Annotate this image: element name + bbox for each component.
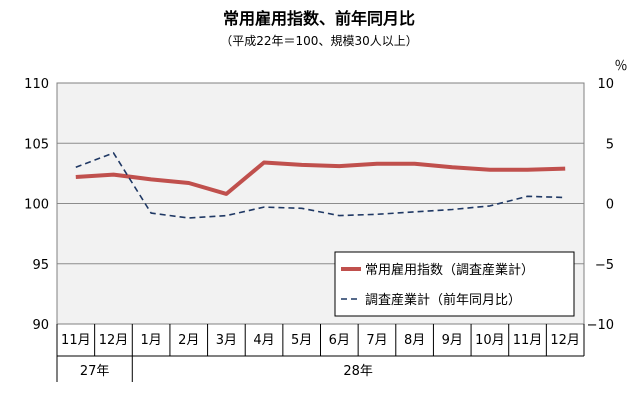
category-label: 5月 — [291, 333, 312, 348]
category-label: 11月 — [61, 333, 91, 348]
legend-label: 常用雇用指数（調査産業計） — [365, 262, 534, 278]
right-axis-tick-label: 0 — [606, 198, 614, 213]
year-label: 27年 — [80, 364, 110, 379]
year-label: 28年 — [343, 364, 373, 379]
category-label: 9月 — [442, 333, 463, 348]
right-axis-tick-label: 10 — [597, 77, 614, 92]
category-label: 12月 — [550, 333, 580, 348]
category-label: 1月 — [140, 333, 161, 348]
category-label: 12月 — [99, 333, 129, 348]
category-label: 10月 — [475, 333, 505, 348]
left-axis-tick-label: 105 — [24, 137, 49, 152]
category-label: 2月 — [178, 333, 199, 348]
left-axis-tick-label: 100 — [24, 198, 49, 213]
category-label: 8月 — [404, 333, 425, 348]
index-series-line — [75, 160, 566, 196]
left-axis-tick-label: 90 — [32, 318, 49, 333]
chart-title: 常用雇用指数、前年同月比 — [223, 9, 415, 28]
category-label: 6月 — [329, 333, 350, 348]
yoy-series-line — [75, 152, 566, 219]
right-axis-tick-label: 5 — [606, 137, 614, 152]
category-label: 4月 — [253, 333, 274, 348]
category-label: 3月 — [216, 333, 237, 348]
category-label: 7月 — [366, 333, 387, 348]
right-axis-tick-label: −10 — [587, 318, 614, 333]
left-axis-tick-label: 110 — [24, 77, 49, 92]
right-axis-unit: ％ — [614, 59, 627, 74]
right-axis-tick-label: −5 — [595, 258, 614, 273]
legend-label: 調査産業計（前年同月比） — [365, 292, 521, 308]
category-label: 11月 — [513, 333, 543, 348]
legend-box — [334, 251, 575, 317]
chart-subtitle: （平成22年＝100、規模30人以上） — [220, 33, 417, 48]
left-axis-tick-label: 95 — [32, 258, 49, 273]
